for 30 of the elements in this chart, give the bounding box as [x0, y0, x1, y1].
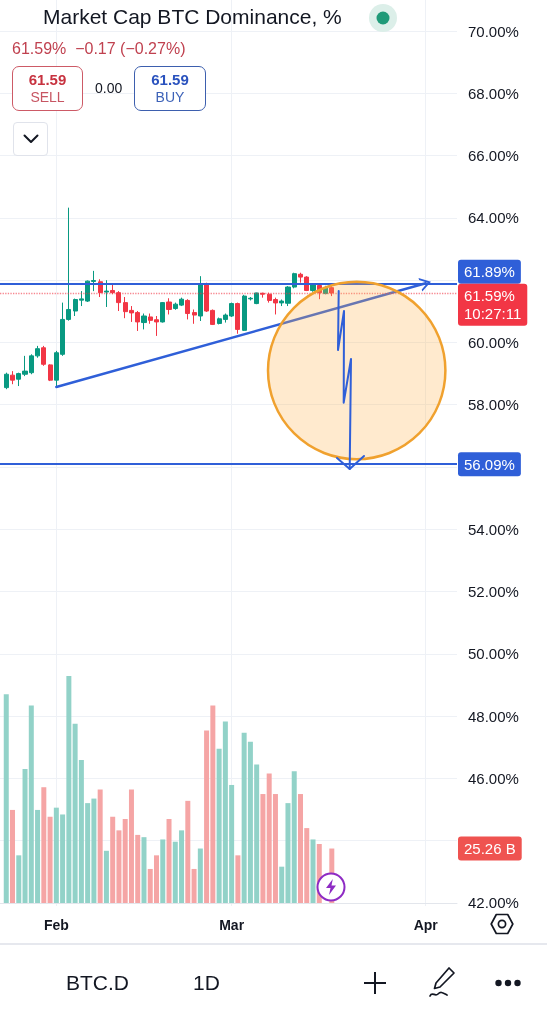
x-tick-label: Apr [413, 917, 439, 933]
x-tick-label: Feb [43, 917, 69, 933]
y-tick-label: 60.00% [468, 333, 519, 351]
annotation: BUY [155, 89, 185, 106]
sell-button: 61.59 SELL [12, 66, 83, 111]
y-tick-label: 50.00% [468, 645, 519, 663]
text: 25.26 B [464, 840, 516, 858]
y-tick-label: 68.00% [468, 84, 519, 102]
y-tick-label: 58.00% [468, 396, 519, 414]
x-tick-label: Mar [219, 917, 245, 933]
annotation: 0.00 [95, 80, 123, 97]
text: BTC.D [66, 971, 129, 995]
annotation: SELL [30, 89, 65, 106]
y-tick-label: 52.00% [468, 583, 519, 601]
y-tick-label: 70.00% [468, 22, 519, 40]
y-tick-label: 64.00% [468, 209, 519, 227]
y-tick-label: 48.00% [468, 707, 519, 725]
y-tick-label: 66.00% [468, 147, 519, 165]
buy-button: 61.59 BUY [134, 66, 206, 111]
text: 61.59% −0.17 (−0.27%) [12, 39, 186, 57]
y-tick-label: 42.00% [468, 894, 519, 912]
ref-line-label: 61.59% 10:27:11 [464, 287, 522, 323]
y-tick-label: 54.00% [468, 520, 519, 538]
text: 1D [193, 971, 220, 995]
chart-title: Market Cap BTC Dominance, % [43, 5, 342, 28]
annotation: 61.59 [151, 71, 189, 89]
ref-line-label: 61.89% [464, 263, 515, 281]
annotation: 61.59 [28, 71, 67, 89]
ref-line-label: 56.09% [464, 455, 515, 473]
y-tick-label: 46.00% [468, 769, 519, 787]
